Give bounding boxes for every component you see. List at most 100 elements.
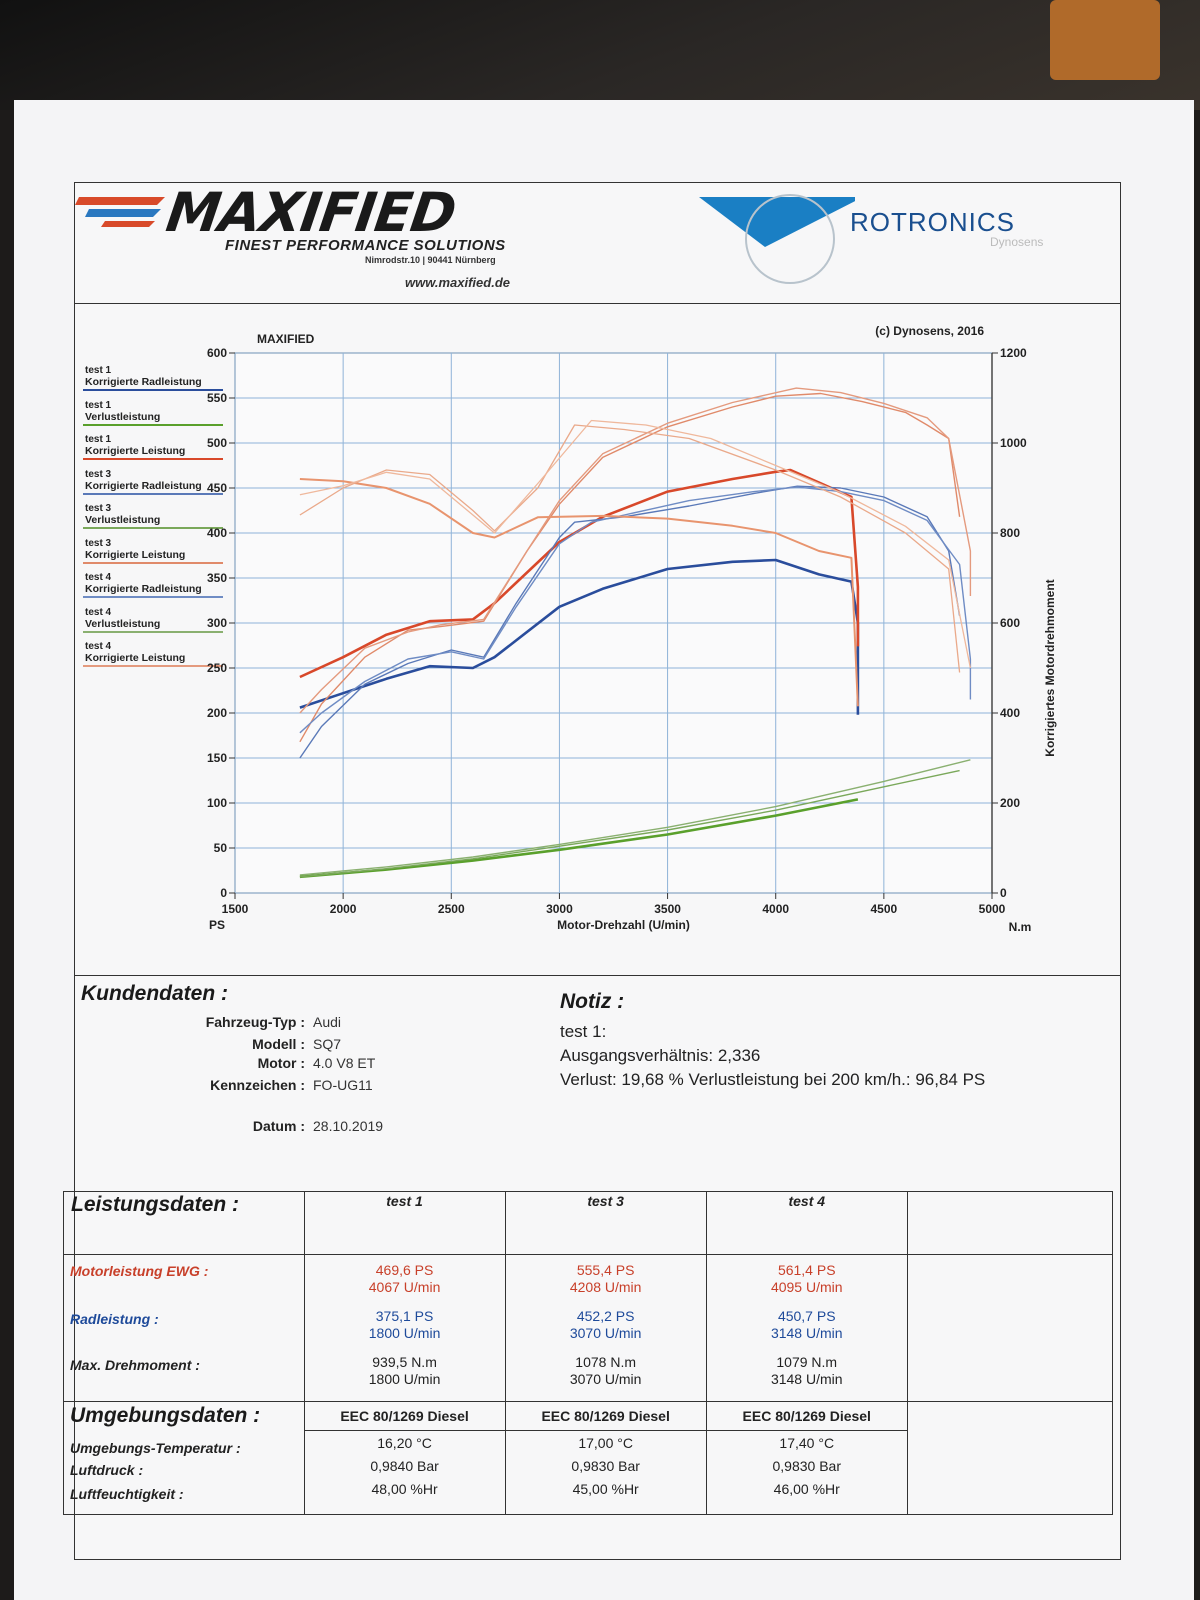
environment-labels: Umgebungsdaten : Umgebungs-Temperatur : …	[63, 1401, 305, 1515]
legend-item: test 3 Korrigierte Leistung	[79, 538, 229, 573]
legend-test-label: test 3	[85, 468, 112, 480]
note-line-2: Ausgangsverhältnis: 2,336	[560, 1046, 761, 1065]
legend-swatch	[83, 492, 223, 495]
field-model: Modell : SQ7	[252, 1036, 342, 1052]
y-tick-label: 200	[207, 706, 227, 720]
right-tick-label: 0	[1000, 886, 1007, 900]
y-tick-label: 300	[207, 616, 227, 630]
right-tick-label: 400	[1000, 706, 1020, 720]
test-3-environment: 17,00 °C 0,9830 Bar 45,00 %Hr	[504, 1430, 707, 1515]
x-axis-label: Motor-Drehzahl (U/min)	[557, 918, 690, 932]
right-tick-label: 1200	[1000, 346, 1027, 360]
test-4-torque: 1079 N.m 3148 U/min	[770, 1354, 843, 1387]
field-date: Datum :28.10.2019	[252, 1118, 384, 1134]
y-tick-label: 550	[207, 391, 227, 405]
test-1-wheel: 375,1 PS 1800 U/min	[368, 1308, 441, 1341]
x-tick-label: 3000	[546, 902, 573, 916]
legend-test-label: test 1	[85, 365, 112, 376]
y-tick-label: 50	[214, 841, 228, 855]
test-1-environment: 16,20 °C 0,9840 Bar 48,00 %Hr	[303, 1430, 506, 1515]
series-line-11	[299, 424, 961, 673]
legend-test-label: test 3	[85, 537, 112, 549]
series-line-12	[299, 419, 972, 669]
legend-test-label: test 4	[85, 641, 112, 652]
sheet-header: MAXIFIED FINEST PERFORMANCE SOLUTIONS Ni…	[75, 181, 1120, 304]
legend-series-label: Verlustleistung	[85, 617, 161, 630]
y-tick-label: 250	[207, 661, 227, 675]
chart-title: MAXIFIED	[257, 332, 315, 346]
legend-swatch	[83, 458, 223, 460]
brand-address: Nimrodstr.10 | 90441 Nürnberg	[365, 255, 496, 265]
test-1-standard: EEC 80/1269 Diesel	[303, 1401, 506, 1431]
brand-website: www.maxified.de	[405, 275, 510, 290]
background-wood	[1050, 0, 1160, 80]
legend-swatch	[83, 527, 223, 529]
legend-swatch	[83, 561, 223, 564]
label-wheel-power: Radleistung :	[70, 1311, 159, 1327]
label-temperature: Umgebungs-Temperatur :	[70, 1440, 241, 1456]
background-surface	[0, 0, 1200, 110]
test-3-wheel: 452,2 PS 3070 U/min	[569, 1308, 642, 1341]
note-line-1: test 1:	[560, 1022, 607, 1041]
legend-test-label: test 4	[85, 572, 112, 583]
legend-item: test 3 Verlustleistung	[79, 503, 229, 538]
legend-swatch	[83, 423, 223, 426]
legend-series-label: Korrigierte Radleistung	[85, 583, 202, 595]
test-1-header: test 1	[303, 1191, 506, 1255]
series-line-2	[299, 798, 859, 879]
sheet-frame: MAXIFIED FINEST PERFORMANCE SOLUTIONS Ni…	[63, 181, 1121, 1560]
partner-logo-text: ROTRONICS	[850, 207, 1015, 237]
series-line-7	[299, 486, 972, 734]
empty-column	[906, 1254, 1114, 1402]
note-line-3: Verlust: 19,68 % Verlustleistung bei 200…	[560, 1070, 986, 1089]
legend-test-label: test 1	[85, 399, 112, 411]
legend-series-label: Korrigierte Leistung	[85, 548, 186, 561]
test-3-torque: 1078 N.m 3070 U/min	[569, 1354, 642, 1387]
y-tick-label: 0	[220, 886, 227, 900]
legend-test-label: test 3	[85, 503, 112, 514]
partner-subtext: Dynosens	[990, 235, 1044, 249]
series-line-1	[299, 558, 860, 715]
y-tick-label: 100	[207, 796, 227, 810]
x-tick-label: 2000	[330, 902, 357, 916]
legend-test-label: test 1	[85, 434, 112, 445]
maxified-stripes-icon	[75, 197, 165, 227]
brand-logo-text: MAXIFIED	[162, 181, 460, 244]
legend-series-label: Verlustleistung	[85, 410, 161, 423]
test-4-wheel: 450,7 PS 3148 U/min	[770, 1308, 843, 1341]
notes-title: Notiz :	[560, 990, 625, 1013]
right-tick-label: 200	[1000, 796, 1020, 810]
chart-svg: 1500 2000 2500 3000 3500 4000 4500 500005010015…	[207, 324, 1057, 934]
label-humidity: Luftfeuchtigkeit :	[70, 1486, 184, 1502]
empty-column	[906, 1401, 1114, 1515]
label-engine-power: Motorleistung EWG :	[70, 1263, 209, 1279]
y-tick-label: 400	[207, 526, 227, 540]
legend-item: test 3 Korrigierte Radleistung	[79, 469, 229, 504]
right-tick-label: 1000	[1000, 436, 1027, 450]
performance-labels: Motorleistung EWG : Radleistung : Max. D…	[63, 1254, 305, 1402]
test-3-standard: EEC 80/1269 Diesel	[504, 1401, 707, 1431]
legend-series-label: Korrigierte Radleistung	[85, 376, 202, 388]
performance-title-cell: Leistungsdaten :	[63, 1191, 305, 1255]
legend-item: test 1 Korrigierte Leistung	[79, 434, 229, 469]
y-axis-unit-right: N.m	[1009, 920, 1032, 934]
test-4-values: 561,4 PS 4095 U/min 450,7 PS 3148 U/min 10…	[705, 1254, 908, 1402]
legend-series-label: Korrigierte Leistung	[85, 445, 186, 457]
x-tick-label: 4500	[871, 902, 898, 916]
performance-table: Leistungsdaten : test 1 test 3 test 4 Mo…	[63, 1191, 1114, 1515]
series-line-8	[299, 759, 971, 876]
test-1-torque: 939,5 N.m 1800 U/min	[368, 1354, 441, 1387]
y-axis-label-right: Korrigiertes Motordrehmoment	[1043, 579, 1057, 756]
field-license-plate: Kennzeichen : FO-UG11	[210, 1077, 373, 1093]
chart-copyright: (c) Dynosens, 2016	[875, 324, 984, 338]
legend-item: test 1 Korrigierte Radleistung	[79, 365, 229, 400]
legend-item: test 4 Verlustleistung	[79, 607, 229, 642]
y-tick-label: 500	[207, 436, 227, 450]
legend-item: test 1 Verlustleistung	[79, 400, 229, 435]
test-1-values: 469,6 PS 4067 U/min 375,1 PS 1800 U/min 93…	[303, 1254, 506, 1402]
dyno-sheet: MAXIFIED FINEST PERFORMANCE SOLUTIONS Ni…	[14, 100, 1194, 1600]
x-tick-label: 4000	[762, 902, 789, 916]
field-vehicle-type: Fahrzeug-Typ : Audi	[205, 1014, 342, 1030]
x-tick-label: 5000	[979, 902, 1006, 916]
legend-swatch	[83, 630, 223, 633]
